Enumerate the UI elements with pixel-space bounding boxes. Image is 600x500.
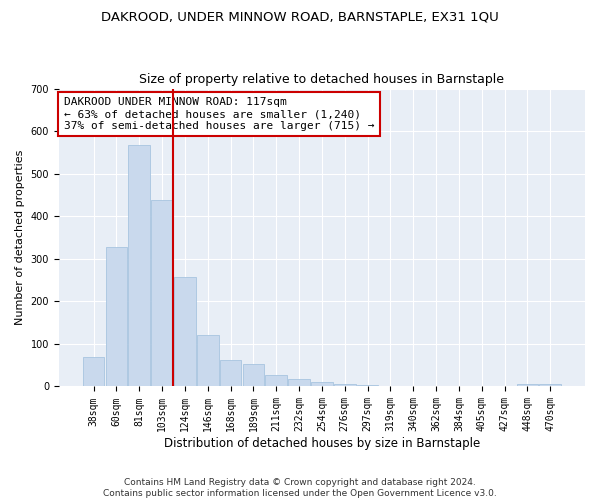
Text: Contains HM Land Registry data © Crown copyright and database right 2024.
Contai: Contains HM Land Registry data © Crown c…	[103, 478, 497, 498]
Bar	[334, 384, 356, 386]
Bar	[106, 247, 127, 386]
Title: Size of property relative to detached houses in Barnstaple: Size of property relative to detached ho…	[139, 73, 505, 86]
X-axis label: Distribution of detached houses by size in Barnstaple: Distribution of detached houses by size …	[164, 437, 480, 450]
Y-axis label: Number of detached properties: Number of detached properties	[15, 150, 25, 325]
Bar	[539, 384, 561, 386]
Bar	[357, 385, 379, 386]
Text: DAKROOD, UNDER MINNOW ROAD, BARNSTAPLE, EX31 1QU: DAKROOD, UNDER MINNOW ROAD, BARNSTAPLE, …	[101, 10, 499, 23]
Bar	[288, 379, 310, 386]
Bar	[265, 374, 287, 386]
Bar	[174, 276, 196, 386]
Text: DAKROOD UNDER MINNOW ROAD: 117sqm
← 63% of detached houses are smaller (1,240)
3: DAKROOD UNDER MINNOW ROAD: 117sqm ← 63% …	[64, 98, 374, 130]
Bar	[242, 364, 264, 386]
Bar	[311, 382, 333, 386]
Bar	[220, 360, 241, 386]
Bar	[151, 200, 173, 386]
Bar	[517, 384, 538, 386]
Bar	[197, 334, 218, 386]
Bar	[128, 144, 150, 386]
Bar	[83, 356, 104, 386]
